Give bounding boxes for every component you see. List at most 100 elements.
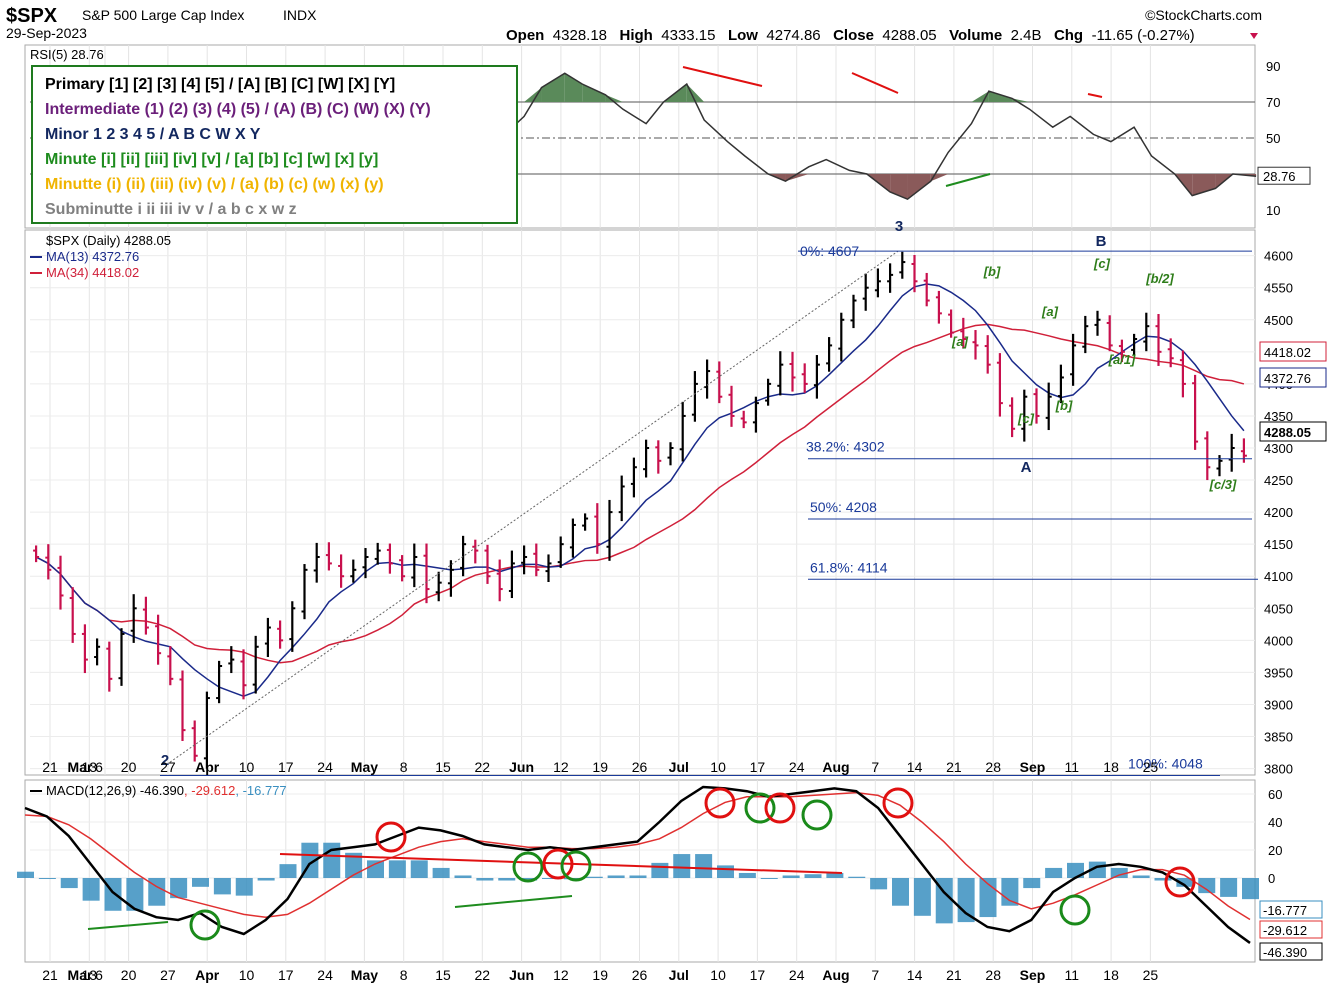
- macd-tick-label: 20: [1268, 843, 1282, 858]
- fib-label: 50%: 4208: [810, 499, 877, 515]
- day-tick-label: 17: [750, 759, 766, 775]
- day-tick-label: 24: [789, 759, 805, 775]
- macd-histogram-bar: [345, 852, 363, 878]
- macd-label-main: MACD(12,26,9) -46.390: [46, 783, 184, 798]
- macd-label: MACD(12,26,9) -46.390, -29.612, -16.777: [46, 783, 287, 798]
- volume-value: 2.4B: [1011, 27, 1042, 44]
- price-tick-label: 3800: [1264, 762, 1293, 777]
- fib-label: 38.2%: 4302: [806, 439, 885, 455]
- day-tick-label: 8: [400, 967, 408, 983]
- rsi-oversold-fill: [1192, 174, 1216, 196]
- fib-label: 61.8%: 4114: [810, 559, 888, 575]
- month-tick-label: Mar: [68, 759, 93, 775]
- macd-histogram-bar: [520, 878, 538, 881]
- rsi-label-text: RSI(5) 28.76: [30, 47, 104, 62]
- high-value: 4333.15: [661, 27, 715, 44]
- ma34-legend: MA(34) 4418.02: [46, 265, 139, 280]
- macd-histogram-bar: [148, 878, 166, 906]
- macd-histogram-bar: [104, 878, 122, 911]
- macd-histogram-bar: [170, 878, 188, 899]
- price-tick-label: 4500: [1264, 313, 1293, 328]
- rsi-divergence-line: [851, 72, 899, 94]
- macd-histogram-bar: [432, 867, 450, 878]
- macd-red-circle: [542, 848, 574, 880]
- high-label: High: [619, 27, 652, 44]
- day-tick-label: 27: [160, 967, 176, 983]
- month-tick-label: Mar: [68, 967, 93, 983]
- price-tick-label: 4000: [1264, 633, 1293, 648]
- macd-value-tag: [1259, 942, 1323, 961]
- macd-histogram-bar: [1045, 867, 1063, 878]
- price-tick-label: 4550: [1264, 281, 1293, 296]
- macd-histogram-bar: [848, 876, 866, 878]
- wave-legend-box: [31, 65, 518, 224]
- macd-histogram-bar: [935, 878, 953, 924]
- rsi-divergence-line: [1087, 93, 1103, 98]
- wave-label: A: [1021, 459, 1032, 476]
- wave-legend-intermediate: Intermediate (1) (2) (3) (4) (5) / (A) (…: [45, 101, 431, 118]
- macd-histogram-bar: [476, 878, 494, 881]
- rsi-overbought-fill: [564, 73, 583, 102]
- macd-histogram-bar: [1154, 878, 1172, 881]
- rsi-value-tag: [1257, 166, 1311, 185]
- rsi-divergence-line: [945, 173, 991, 187]
- macd-red-circle: [375, 821, 407, 853]
- rsi-tick-label: 50: [1266, 131, 1280, 146]
- day-tick-label: 21: [42, 759, 58, 775]
- macd-histogram-bar: [257, 878, 275, 881]
- day-tick-label: 18: [1103, 759, 1119, 775]
- wave-label: [b]: [1055, 398, 1073, 413]
- rsi-tick-label: 90: [1266, 59, 1280, 74]
- macd-histogram-bar: [279, 864, 297, 878]
- macd-histogram-bar: [388, 860, 406, 878]
- day-tick-label: 11: [1065, 967, 1080, 983]
- macd-red-circle: [764, 792, 796, 824]
- day-tick-label: 17: [750, 967, 766, 983]
- macd-histogram-bar: [82, 878, 100, 901]
- macd-panel: [17, 785, 1259, 944]
- month-tick-label: Jul: [669, 759, 689, 775]
- macd-histogram-bar: [607, 875, 625, 878]
- day-tick-label: 10: [710, 967, 726, 983]
- rsi-tick-label: 70: [1266, 95, 1280, 110]
- wave-label: [c]: [1093, 256, 1111, 271]
- wave-label: [c/3]: [1209, 477, 1237, 492]
- macd-histogram-bar: [695, 854, 713, 878]
- rsi-oversold-fill: [930, 174, 949, 182]
- watermark: ©StockCharts.com: [1145, 7, 1262, 23]
- day-tick-label: 11: [1065, 759, 1080, 775]
- macd-green-circle: [744, 792, 776, 824]
- macd-signal-line: [24, 791, 1251, 921]
- price-series-label: $SPX (Daily) 4288.05: [46, 233, 171, 248]
- price-tick-label: 3850: [1264, 730, 1293, 745]
- day-tick-label: 13: [82, 759, 98, 775]
- wave-label: [a]: [1041, 304, 1059, 319]
- wave-label: 2: [161, 752, 169, 769]
- chart-date: 29-Sep-2023: [6, 25, 87, 41]
- wave-label: [b/2]: [1145, 271, 1174, 286]
- low-label: Low: [728, 27, 758, 44]
- rsi-oversold-fill: [785, 174, 809, 182]
- price-value-text: 4288.05: [1264, 425, 1311, 440]
- macd-histogram-bar: [1110, 867, 1128, 878]
- month-tick-label: Apr: [195, 967, 220, 983]
- day-tick-label: 17: [278, 967, 294, 983]
- price-tick-label: 4200: [1264, 505, 1293, 520]
- day-tick-label: 7: [871, 759, 879, 775]
- day-tick-label: 10: [239, 967, 255, 983]
- day-tick-label: 12: [553, 967, 569, 983]
- macd-histogram-bar: [454, 875, 472, 878]
- macd-label-signal: , -29.612: [184, 783, 235, 798]
- macd-value-text: -29.612: [1263, 923, 1307, 938]
- close-value: 4288.05: [882, 27, 936, 44]
- wave-legend-minor: Minor 1 2 3 4 5 / A B C W X Y: [45, 126, 261, 143]
- macd-histogram-bar: [192, 878, 209, 887]
- rsi-overbought-fill: [686, 84, 705, 102]
- wave-legend-minutte: Minutte (i) (ii) (iii) (iv) (v) / (a) (b…: [45, 176, 384, 193]
- close-label: Close: [833, 27, 874, 44]
- macd-histogram-bar: [1001, 878, 1019, 906]
- macd-histogram-bar: [826, 872, 844, 878]
- macd-histogram-bar: [1023, 878, 1041, 889]
- day-tick-label: 25: [1143, 967, 1159, 983]
- macd-green-circle: [560, 850, 592, 882]
